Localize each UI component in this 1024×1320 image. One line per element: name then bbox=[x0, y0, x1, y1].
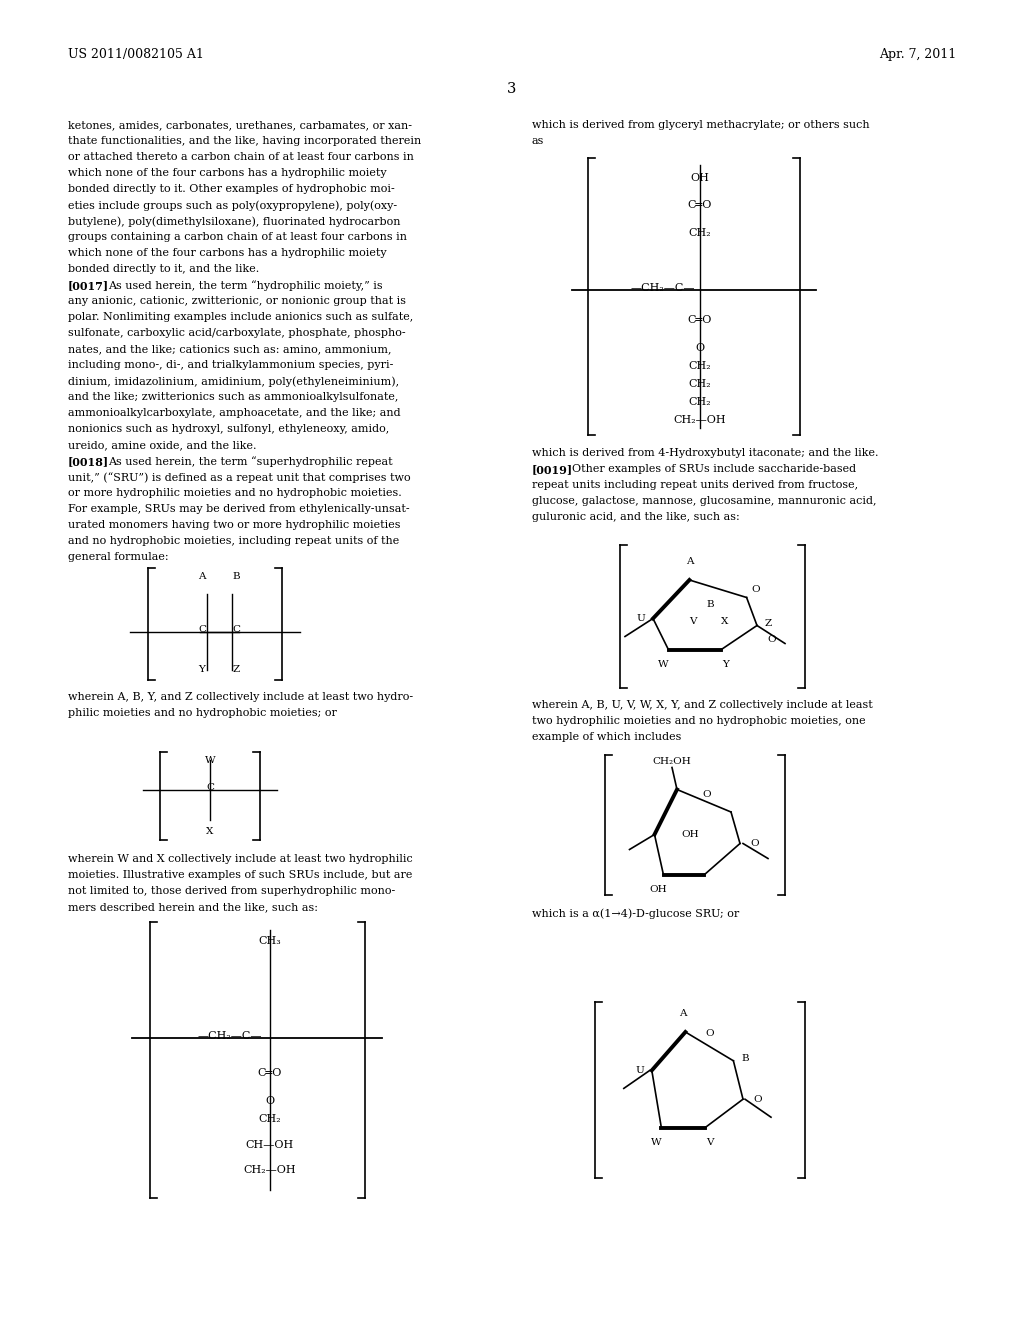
Text: or attached thereto a carbon chain of at least four carbons in: or attached thereto a carbon chain of at… bbox=[68, 152, 414, 162]
Text: —CH₂—C—: —CH₂—C— bbox=[631, 282, 695, 293]
Text: X: X bbox=[721, 618, 729, 627]
Text: unit,” (“SRU”) is defined as a repeat unit that comprises two: unit,” (“SRU”) is defined as a repeat un… bbox=[68, 473, 411, 483]
Text: repeat units including repeat units derived from fructose,: repeat units including repeat units deri… bbox=[532, 480, 858, 490]
Text: and no hydrophobic moieties, including repeat units of the: and no hydrophobic moieties, including r… bbox=[68, 536, 399, 546]
Text: and the like; zwitterionics such as ammonioalkylsulfonate,: and the like; zwitterionics such as ammo… bbox=[68, 392, 398, 403]
Text: As used herein, the term “hydrophilic moiety,” is: As used herein, the term “hydrophilic mo… bbox=[108, 280, 383, 290]
Text: O: O bbox=[752, 585, 760, 594]
Text: polar. Nonlimiting examples include anionics such as sulfate,: polar. Nonlimiting examples include anio… bbox=[68, 312, 414, 322]
Text: C═O: C═O bbox=[258, 1068, 283, 1078]
Text: wherein A, B, U, V, W, X, Y, and Z collectively include at least: wherein A, B, U, V, W, X, Y, and Z colle… bbox=[532, 700, 872, 710]
Text: any anionic, cationic, zwitterionic, or nonionic group that is: any anionic, cationic, zwitterionic, or … bbox=[68, 296, 406, 306]
Text: O: O bbox=[265, 1096, 274, 1106]
Text: CH—OH: CH—OH bbox=[246, 1140, 294, 1150]
Text: two hydrophilic moieties and no hydrophobic moieties, one: two hydrophilic moieties and no hydropho… bbox=[532, 715, 865, 726]
Text: CH₂—OH: CH₂—OH bbox=[674, 414, 726, 425]
Text: [0019]: [0019] bbox=[532, 465, 573, 475]
Text: moieties. Illustrative examples of such SRUs include, but are: moieties. Illustrative examples of such … bbox=[68, 870, 413, 880]
Text: Z: Z bbox=[232, 665, 240, 675]
Text: which is a α(1→4)-D-glucose SRU; or: which is a α(1→4)-D-glucose SRU; or bbox=[532, 908, 739, 919]
Text: C═O: C═O bbox=[688, 201, 712, 210]
Text: X: X bbox=[206, 828, 214, 836]
Text: or more hydrophilic moieties and no hydrophobic moieties.: or more hydrophilic moieties and no hydr… bbox=[68, 488, 401, 498]
Text: B: B bbox=[707, 601, 714, 609]
Text: For example, SRUs may be derived from ethylenically-unsat-: For example, SRUs may be derived from et… bbox=[68, 504, 410, 513]
Text: nates, and the like; cationics such as: amino, ammonium,: nates, and the like; cationics such as: … bbox=[68, 345, 391, 354]
Text: which is derived from glyceryl methacrylate; or others such: which is derived from glyceryl methacryl… bbox=[532, 120, 869, 129]
Text: Apr. 7, 2011: Apr. 7, 2011 bbox=[879, 48, 956, 61]
Text: O: O bbox=[767, 635, 775, 644]
Text: US 2011/0082105 A1: US 2011/0082105 A1 bbox=[68, 48, 204, 61]
Text: bonded directly to it, and the like.: bonded directly to it, and the like. bbox=[68, 264, 259, 275]
Text: urated monomers having two or more hydrophilic moieties: urated monomers having two or more hydro… bbox=[68, 520, 400, 531]
Text: ketones, amides, carbonates, urethanes, carbamates, or xan-: ketones, amides, carbonates, urethanes, … bbox=[68, 120, 412, 129]
Text: O: O bbox=[702, 791, 712, 799]
Text: which none of the four carbons has a hydrophilic moiety: which none of the four carbons has a hyd… bbox=[68, 168, 387, 178]
Text: C: C bbox=[232, 626, 240, 635]
Text: ureido, amine oxide, and the like.: ureido, amine oxide, and the like. bbox=[68, 440, 256, 450]
Text: V: V bbox=[689, 618, 696, 627]
Text: CH₂OH: CH₂OH bbox=[652, 756, 691, 766]
Text: bonded directly to it. Other examples of hydrophobic moi-: bonded directly to it. Other examples of… bbox=[68, 183, 394, 194]
Text: including mono-, di-, and trialkylammonium species, pyri-: including mono-, di-, and trialkylammoni… bbox=[68, 360, 393, 370]
Text: As used herein, the term “superhydrophilic repeat: As used herein, the term “superhydrophil… bbox=[108, 455, 392, 467]
Text: O: O bbox=[706, 1030, 714, 1039]
Text: CH₂: CH₂ bbox=[689, 397, 712, 407]
Text: mers described herein and the like, such as:: mers described herein and the like, such… bbox=[68, 902, 318, 912]
Text: CH₂: CH₂ bbox=[689, 228, 712, 238]
Text: eties include groups such as poly(oxypropylene), poly(oxy-: eties include groups such as poly(oxypro… bbox=[68, 201, 397, 211]
Text: thate functionalities, and the like, having incorporated therein: thate functionalities, and the like, hav… bbox=[68, 136, 421, 147]
Text: wherein W and X collectively include at least two hydrophilic: wherein W and X collectively include at … bbox=[68, 854, 413, 865]
Text: W: W bbox=[658, 660, 669, 669]
Text: A: A bbox=[679, 1008, 686, 1018]
Text: —CH₂—C—: —CH₂—C— bbox=[198, 1031, 262, 1041]
Text: glucose, galactose, mannose, glucosamine, mannuronic acid,: glucose, galactose, mannose, glucosamine… bbox=[532, 496, 877, 506]
Text: philic moieties and no hydrophobic moieties; or: philic moieties and no hydrophobic moiet… bbox=[68, 708, 337, 718]
Text: [0017]: [0017] bbox=[68, 280, 110, 290]
Text: W: W bbox=[651, 1138, 662, 1147]
Text: which is derived from 4-Hydroxybutyl itaconate; and the like.: which is derived from 4-Hydroxybutyl ita… bbox=[532, 447, 879, 458]
Text: groups containing a carbon chain of at least four carbons in: groups containing a carbon chain of at l… bbox=[68, 232, 407, 242]
Text: example of which includes: example of which includes bbox=[532, 733, 681, 742]
Text: C: C bbox=[206, 784, 214, 792]
Text: Other examples of SRUs include saccharide-based: Other examples of SRUs include saccharid… bbox=[572, 465, 856, 474]
Text: A: A bbox=[686, 557, 693, 566]
Text: OH: OH bbox=[690, 173, 710, 183]
Text: B: B bbox=[741, 1055, 749, 1064]
Text: CH₂—OH: CH₂—OH bbox=[244, 1166, 296, 1175]
Text: U: U bbox=[635, 1067, 644, 1074]
Text: dinium, imidazolinium, amidinium, poly(ethyleneiminium),: dinium, imidazolinium, amidinium, poly(e… bbox=[68, 376, 399, 387]
Text: general formulae:: general formulae: bbox=[68, 552, 169, 562]
Text: Z: Z bbox=[765, 619, 772, 628]
Text: as: as bbox=[532, 136, 545, 147]
Text: V: V bbox=[706, 1138, 714, 1147]
Text: sulfonate, carboxylic acid/carboxylate, phosphate, phospho-: sulfonate, carboxylic acid/carboxylate, … bbox=[68, 327, 406, 338]
Text: Y: Y bbox=[199, 665, 206, 675]
Text: CH₂: CH₂ bbox=[689, 360, 712, 371]
Text: C═O: C═O bbox=[688, 315, 712, 325]
Text: [0018]: [0018] bbox=[68, 455, 110, 467]
Text: A: A bbox=[199, 572, 206, 581]
Text: W: W bbox=[205, 756, 215, 766]
Text: butylene), poly(dimethylsiloxane), fluorinated hydrocarbon: butylene), poly(dimethylsiloxane), fluor… bbox=[68, 216, 400, 227]
Text: which none of the four carbons has a hydrophilic moiety: which none of the four carbons has a hyd… bbox=[68, 248, 387, 257]
Text: OH: OH bbox=[649, 884, 668, 894]
Text: O: O bbox=[695, 343, 705, 352]
Text: wherein A, B, Y, and Z collectively include at least two hydro-: wherein A, B, Y, and Z collectively incl… bbox=[68, 692, 413, 702]
Text: ammonioalkylcarboxylate, amphoacetate, and the like; and: ammonioalkylcarboxylate, amphoacetate, a… bbox=[68, 408, 400, 418]
Text: 3: 3 bbox=[507, 82, 517, 96]
Text: Y: Y bbox=[722, 660, 729, 669]
Text: guluronic acid, and the like, such as:: guluronic acid, and the like, such as: bbox=[532, 512, 739, 521]
Text: U: U bbox=[636, 614, 645, 623]
Text: nonionics such as hydroxyl, sulfonyl, ethyleneoxy, amido,: nonionics such as hydroxyl, sulfonyl, et… bbox=[68, 424, 389, 434]
Text: CH₃: CH₃ bbox=[259, 936, 282, 946]
Text: C: C bbox=[198, 626, 206, 635]
Text: B: B bbox=[232, 572, 240, 581]
Text: O: O bbox=[750, 840, 759, 847]
Text: CH₂: CH₂ bbox=[259, 1114, 282, 1125]
Text: O: O bbox=[753, 1094, 762, 1104]
Text: OH: OH bbox=[681, 830, 698, 840]
Text: CH₂: CH₂ bbox=[689, 379, 712, 389]
Text: not limited to, those derived from superhydrophilic mono-: not limited to, those derived from super… bbox=[68, 886, 395, 896]
